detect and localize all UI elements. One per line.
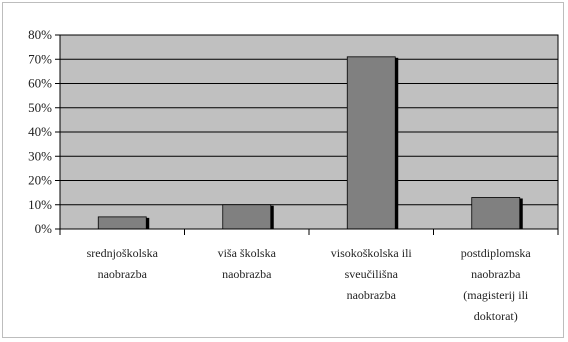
y-axis-ticks: 0% 10% 20% 30% 40% 50% 60% 70% 80% (28, 27, 52, 236)
category-label-line: sveučilišna (345, 267, 399, 281)
bar (97, 216, 147, 230)
y-tick-label: 70% (28, 51, 52, 66)
category-label-line: postdiplomska (461, 246, 532, 260)
y-tick-label: 20% (28, 173, 52, 188)
y-tick-label: 80% (28, 27, 52, 42)
category-label-line: visokoškolska ili (331, 246, 413, 260)
category-label: srednjoškolska naobrazba (87, 246, 159, 281)
bars (97, 56, 523, 230)
category-label-line: naobrazba (222, 267, 272, 281)
category-label-line: viša školska (218, 246, 277, 260)
category-label-line: srednjoškolska (87, 246, 159, 260)
category-label: postdiplomska naobrazba (magisterij ili dok… (461, 246, 532, 323)
chart-frame: 0% 10% 20% 30% 40% 50% 60% 70% 80% srednjoškolsk… (2, 2, 564, 338)
category-label-line: naobrazba (347, 288, 397, 302)
category-label-line: (magisterij ili (463, 288, 529, 302)
bar (222, 204, 272, 230)
axes (55, 34, 559, 235)
bar (471, 197, 521, 230)
bar-shadow (146, 217, 150, 229)
category-label: viša školska naobrazba (218, 246, 277, 281)
bar-shadow (519, 198, 523, 229)
category-label-line: naobrazba (471, 267, 521, 281)
bar (346, 56, 396, 230)
category-label-line: doktorat) (474, 309, 518, 323)
y-tick-label: 30% (28, 148, 52, 163)
category-label: visokoškolska ili sveučilišna naobrazba (331, 246, 413, 302)
y-tick-label: 60% (28, 76, 52, 91)
y-tick-label: 40% (28, 124, 52, 139)
y-tick-label: 50% (28, 100, 52, 115)
y-tick-label: 0% (35, 221, 53, 236)
y-tick-label: 10% (28, 197, 52, 212)
category-label-line: naobrazba (98, 267, 148, 281)
category-labels: srednjoškolska naobrazba viša školska naobr… (87, 246, 532, 323)
bar-chart: 0% 10% 20% 30% 40% 50% 60% 70% 80% srednjoškolsk… (28, 27, 559, 323)
bar-shadow (395, 57, 399, 230)
bar-shadow (270, 205, 274, 229)
